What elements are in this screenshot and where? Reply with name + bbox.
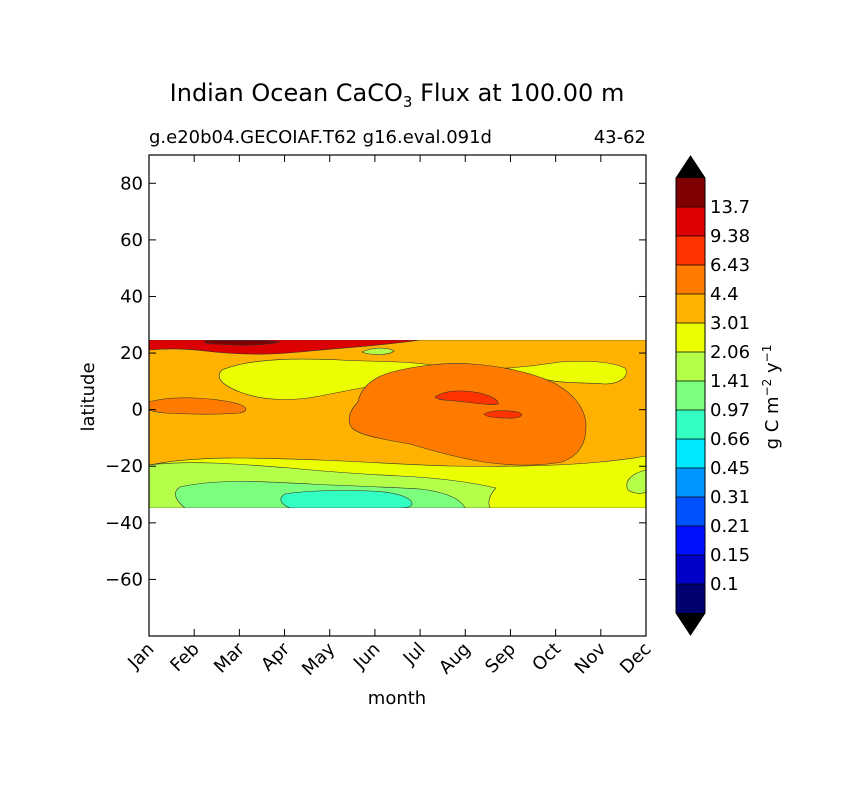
colorbar-segment bbox=[676, 352, 705, 381]
x-tick-label: Oct bbox=[528, 639, 565, 676]
colorbar-tick-label: 2.06 bbox=[710, 342, 750, 363]
x-tick-label: Jul bbox=[399, 639, 430, 670]
contour-south-east-lightgreen bbox=[626, 469, 646, 494]
contour-north-yellow-band bbox=[218, 358, 627, 400]
colorbar-tick-label: 0.97 bbox=[710, 400, 750, 421]
x-tick-label: Feb bbox=[166, 639, 203, 676]
y-tick-label: −40 bbox=[105, 513, 143, 534]
contour-field bbox=[149, 340, 646, 508]
plot-frame bbox=[148, 154, 647, 637]
y-tick-label: 60 bbox=[120, 230, 143, 251]
colorbar-tick-label: 0.1 bbox=[710, 574, 739, 595]
colorbar-tick-label: 6.43 bbox=[710, 255, 750, 276]
colorbar-segment bbox=[676, 555, 705, 584]
contour-central-red-spot-2 bbox=[483, 410, 522, 419]
colorbar-segment bbox=[676, 526, 705, 555]
x-tick-label: Jun bbox=[349, 639, 384, 674]
y-axis-label: latitude bbox=[78, 362, 99, 431]
colorbar-segment bbox=[676, 265, 705, 294]
colorbar-segment bbox=[676, 178, 705, 207]
y-axis: 80 60 40 20 0 −20 −40 −60 bbox=[105, 173, 646, 590]
colorbar-tick-label: 0.21 bbox=[710, 516, 750, 537]
colorbar-extend-bottom bbox=[676, 613, 705, 635]
chart-subtitle-left: g.e20b04.GECOIAF.T62 g16.eval.091d bbox=[149, 127, 492, 148]
colorbar-label: g C m−2 y−1 bbox=[760, 345, 783, 450]
x-tick-label: Aug bbox=[435, 639, 475, 679]
colorbar-segment bbox=[676, 584, 705, 613]
colorbar-segment bbox=[676, 207, 705, 236]
colorbar-tick-label: 9.38 bbox=[710, 226, 750, 247]
colorbar-outline bbox=[675, 155, 706, 636]
colorbar-tick-label: 3.01 bbox=[710, 313, 750, 334]
contour-south-cyan-patch bbox=[280, 490, 413, 508]
y-tick-label: 80 bbox=[120, 173, 143, 194]
x-tick-label: Dec bbox=[616, 639, 655, 678]
colorbar-segment bbox=[676, 439, 705, 468]
chart-title: Indian Ocean CaCO3 Flux at 100.00 m bbox=[170, 79, 625, 111]
colorbar: 13.7 9.38 6.43 4.4 3.01 2.06 1.41 0.97 0.66 0.45 0… bbox=[675, 155, 750, 636]
colorbar-segment bbox=[676, 381, 705, 410]
x-tick-label: Jan bbox=[123, 639, 158, 674]
chart-subtitle-right: 43-62 bbox=[594, 127, 646, 148]
y-tick-label: 0 bbox=[132, 400, 143, 421]
contour-north-lightgreen-spot bbox=[361, 347, 395, 355]
chart-title-subscript: 3 bbox=[403, 93, 413, 111]
colorbar-segment bbox=[676, 323, 705, 352]
contour-north-darkred-patch bbox=[204, 340, 281, 346]
x-tick-label: May bbox=[298, 638, 339, 679]
colorbar-segment bbox=[676, 236, 705, 265]
colorbar-tick-label: 4.4 bbox=[710, 284, 739, 305]
colorbar-tick-label: 0.31 bbox=[710, 487, 750, 508]
colorbar-segment bbox=[676, 497, 705, 526]
x-tick-label: Mar bbox=[210, 638, 249, 677]
colorbar-extend-top bbox=[676, 156, 705, 178]
colorbar-segment bbox=[676, 468, 705, 497]
colorbar-segment bbox=[676, 294, 705, 323]
x-tick-label: Nov bbox=[571, 638, 611, 678]
x-tick-label: Apr bbox=[257, 638, 294, 675]
contour-equatorial-orange-west bbox=[149, 397, 247, 415]
colorbar-tick-label: 13.7 bbox=[710, 197, 750, 218]
contour-central-red-spot-1 bbox=[434, 390, 499, 405]
colorbar-tick-label: 1.41 bbox=[710, 371, 750, 392]
contour-central-orange-cell bbox=[348, 363, 587, 466]
x-axis-label: month bbox=[368, 688, 426, 709]
y-tick-label: 20 bbox=[120, 343, 143, 364]
colorbar-tick-label: 0.15 bbox=[710, 545, 750, 566]
y-tick-label: 40 bbox=[120, 286, 143, 307]
colorbar-segment bbox=[676, 410, 705, 439]
colorbar-tick-label: 0.66 bbox=[710, 429, 750, 450]
colorbar-tick-label: 0.45 bbox=[710, 458, 750, 479]
y-tick-label: −60 bbox=[105, 569, 143, 590]
y-tick-label: −20 bbox=[105, 456, 143, 477]
x-tick-label: Sep bbox=[481, 639, 520, 678]
